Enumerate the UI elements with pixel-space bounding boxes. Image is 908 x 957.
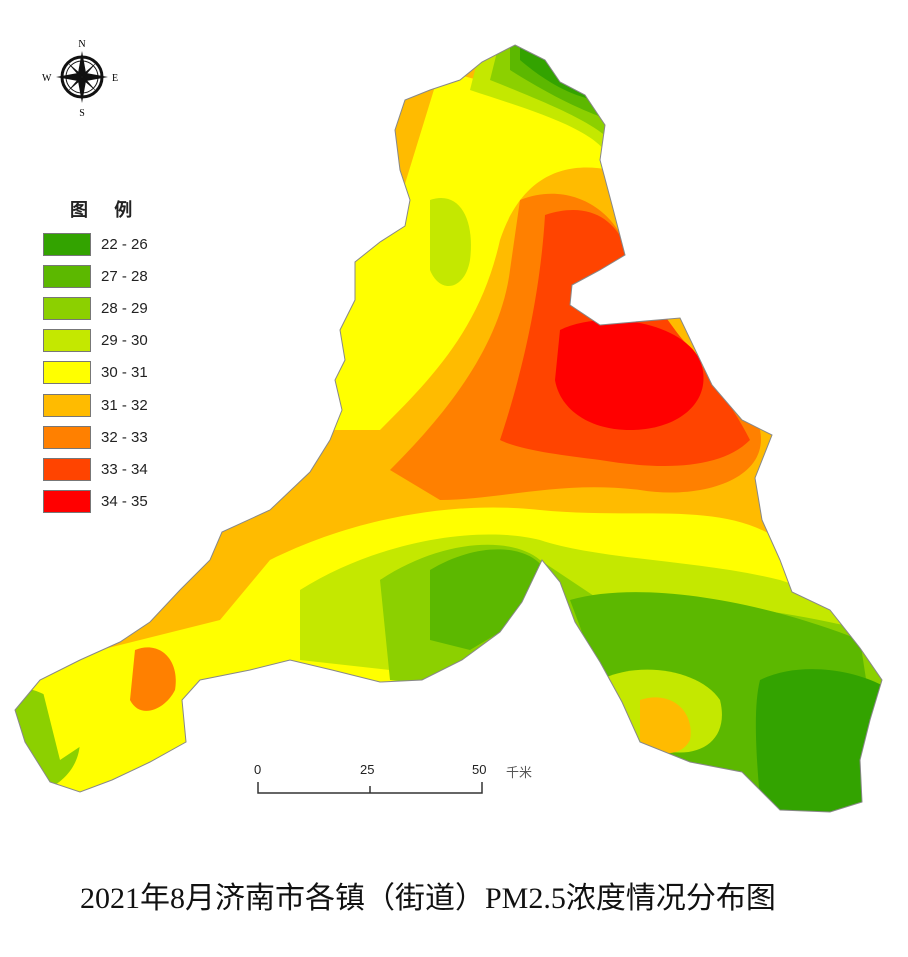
legend-swatch bbox=[43, 425, 91, 449]
legend-swatch bbox=[43, 296, 91, 320]
legend-swatch bbox=[43, 329, 91, 353]
legend-label: 33 - 34 bbox=[101, 460, 148, 478]
legend-label: 32 - 33 bbox=[101, 428, 148, 446]
legend-title: 图 例 bbox=[70, 200, 143, 221]
zone-32-33-west bbox=[130, 647, 176, 711]
legend-label: 22 - 26 bbox=[101, 235, 148, 253]
zone-34-35 bbox=[555, 320, 704, 430]
legend-swatch bbox=[43, 232, 91, 256]
compass-w: W bbox=[42, 73, 52, 84]
map-title: 2021年8月济南市各镇（街道）PM2.5浓度情况分布图 bbox=[80, 882, 776, 915]
zone-29-30-inner bbox=[430, 198, 471, 287]
scale-tick-25: 25 bbox=[360, 762, 375, 777]
legend-item: 30 - 31 bbox=[43, 357, 148, 389]
legend-swatch bbox=[43, 393, 91, 417]
compass-e: E bbox=[112, 73, 118, 84]
compass-n: N bbox=[78, 39, 85, 50]
compass-s: S bbox=[79, 108, 85, 119]
legend-item: 22 - 26 bbox=[43, 228, 148, 260]
scale-tick-50: 50 bbox=[472, 762, 487, 777]
zone-22-26-south bbox=[755, 669, 882, 812]
legend-item: 33 - 34 bbox=[43, 453, 148, 485]
legend-swatch bbox=[43, 457, 91, 481]
legend-item: 34 - 35 bbox=[43, 486, 148, 518]
legend-label: 30 - 31 bbox=[101, 364, 148, 382]
legend: 22 - 26 27 - 28 28 - 29 29 - 30 30 - 31 31 - … bbox=[43, 228, 148, 518]
legend-label: 29 - 30 bbox=[101, 332, 148, 350]
legend-swatch bbox=[43, 361, 91, 385]
scale-unit: 千米 bbox=[506, 766, 533, 781]
zone-31-32-southeast bbox=[640, 697, 691, 754]
legend-item: 28 - 29 bbox=[43, 292, 148, 324]
legend-item: 29 - 30 bbox=[43, 325, 148, 357]
legend-label: 28 - 29 bbox=[101, 299, 148, 317]
legend-label: 27 - 28 bbox=[101, 267, 148, 285]
zone-30-31-west bbox=[40, 665, 100, 760]
legend-label: 34 - 35 bbox=[101, 493, 148, 511]
legend-item: 27 - 28 bbox=[43, 260, 148, 292]
scale-tick-0: 0 bbox=[254, 762, 262, 777]
legend-item: 31 - 32 bbox=[43, 389, 148, 421]
legend-label: 31 - 32 bbox=[101, 396, 148, 414]
compass-rose-icon: N S E W bbox=[42, 39, 118, 119]
legend-item: 32 - 33 bbox=[43, 421, 148, 453]
scale-bar bbox=[257, 782, 483, 794]
legend-swatch bbox=[43, 490, 91, 514]
legend-swatch bbox=[43, 264, 91, 288]
